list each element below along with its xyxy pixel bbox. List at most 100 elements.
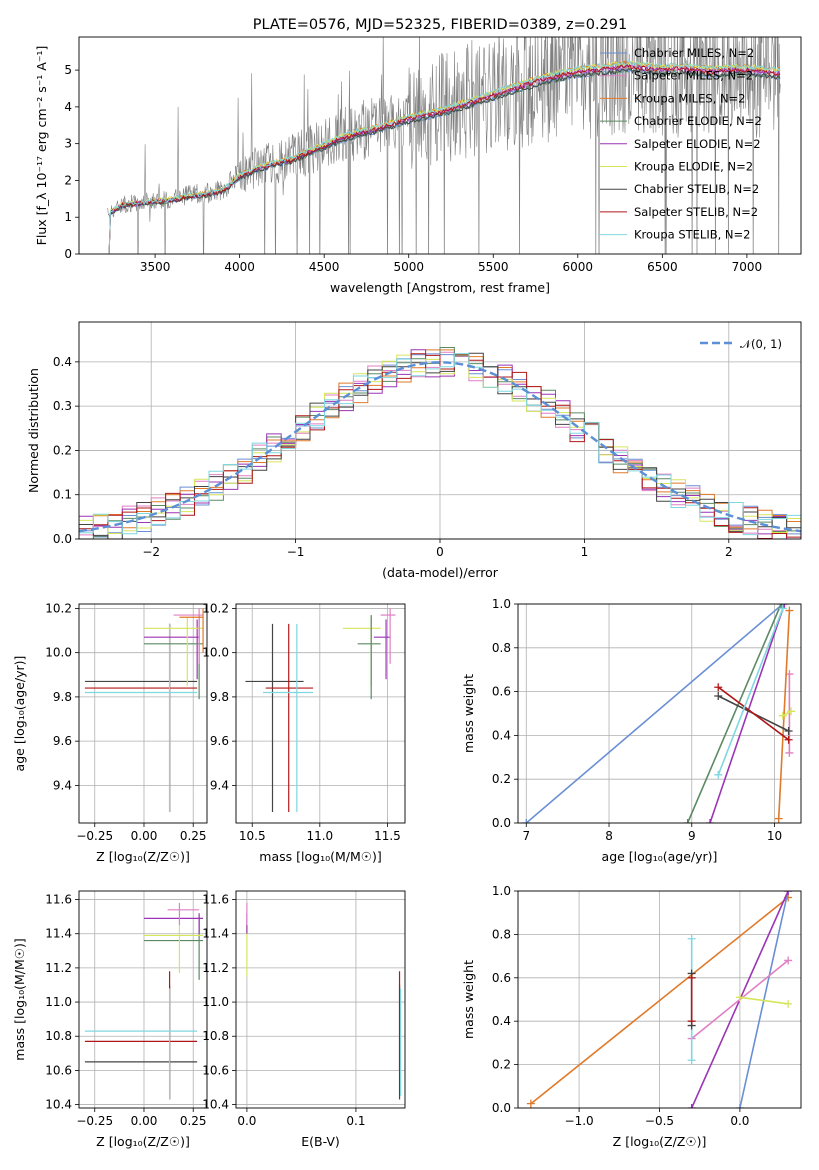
x-tick-label: 0.00 (131, 829, 158, 843)
x-tick-label: 10.5 (239, 829, 266, 843)
y-tick-label: 0.0 (492, 1101, 511, 1115)
axes-frame (517, 603, 802, 824)
y-tick-label: 0.8 (492, 641, 511, 655)
y-tick-label: 5 (64, 63, 72, 77)
x-axis-label: mass [log₁₀(M/M☉)] (259, 849, 381, 864)
weight-marker-chabrier_elodie (777, 604, 786, 608)
legend-entry: Salpeter ELODIE, N=2 (634, 137, 761, 151)
x-axis-label: E(B-V) (301, 1134, 340, 1149)
mass-vs-ebv-panel: 0.0 0.1 10.4 10.6 10.8 11.0 11.2 11.4 11.6 E(B-V) (202, 890, 406, 1149)
weight-marker-kroupa_elodie (735, 993, 744, 1002)
weight-marker-kroupa_elodie (784, 999, 793, 1008)
y-tick-label: 0.2 (492, 772, 511, 786)
y-tick-label: 11.4 (45, 927, 72, 941)
legend-entry: Chabrier MILES, N=2 (634, 46, 754, 60)
x-tick-label: 4500 (309, 260, 340, 274)
y-tick-label: 0.2 (53, 443, 72, 457)
y-axis-label: mass weight (461, 674, 476, 753)
weight-marker-chabrier_miles (522, 819, 531, 823)
weight-marker-salpeter_miles (784, 956, 793, 965)
model-line-kroupa_stelib (107, 60, 781, 254)
spectrum-panel: 3500 4000 4500 5000 5500 6000 6500 7000 0 1 2 3 4 5 wa… (34, 36, 802, 295)
weight-line-chabrier_miles (525, 604, 784, 823)
x-axis-label: (data-model)/error (382, 565, 499, 580)
y-tick-label: 10.8 (45, 1029, 72, 1043)
y-tick-label: 9.8 (53, 690, 72, 704)
y-tick-label: 0.4 (492, 728, 511, 742)
y-tick-label: 1.0 (492, 884, 511, 898)
y-tick-label: 0.8 (492, 927, 511, 941)
legend-entry: Kroupa MILES, N=2 (634, 91, 746, 105)
y-axis-label: Normed distribution (26, 368, 41, 493)
y-tick-label: 0.6 (492, 685, 511, 699)
legend-entry: Kroupa STELIB, N=2 (634, 228, 751, 242)
y-tick-label: 10.4 (202, 1098, 229, 1112)
y-tick-label: 11.2 (202, 961, 229, 975)
x-tick-label: 11.5 (374, 829, 401, 843)
x-tick-label: 6000 (563, 260, 594, 274)
weight-marker-chabrier_miles (735, 1104, 744, 1108)
axes-frame (235, 603, 406, 824)
x-tick-label: −1.0 (565, 1114, 594, 1128)
y-tick-label: 11.0 (45, 995, 72, 1009)
y-tick-label: 0.3 (53, 399, 72, 413)
y-tick-label: 11.4 (202, 927, 229, 941)
weight-marker-salpeter_elodie (784, 891, 793, 895)
x-tick-label: 0.0 (730, 1114, 749, 1128)
y-tick-label: 0.0 (492, 816, 511, 830)
y-tick-label: 0.0 (53, 532, 72, 546)
y-tick-label: 10.0 (45, 646, 72, 660)
model-line-chabrier_stelib (107, 68, 781, 254)
y-tick-label: 10.6 (45, 1063, 72, 1077)
x-tick-label: −0.25 (76, 1114, 113, 1128)
y-tick-label: 0.6 (492, 971, 511, 985)
y-tick-label: 10.0 (202, 646, 229, 660)
errorbars (84, 902, 204, 1100)
x-tick-label: 6500 (647, 260, 678, 274)
x-tick-label: 8 (605, 829, 613, 843)
histogram-kroupa_stelib (79, 353, 801, 539)
x-axis-label: wavelength [Angstrom, rest frame] (330, 280, 550, 295)
x-tick-label: 0.0 (237, 1114, 256, 1128)
x-tick-label: 0.25 (180, 1114, 207, 1128)
axes-frame (517, 890, 802, 1109)
axes-frame (78, 321, 802, 540)
x-tick-label: 2 (725, 545, 733, 559)
weight-marker-kroupa_miles (785, 606, 794, 615)
x-tick-label: 7000 (732, 260, 763, 274)
weight-line-kroupa_elodie (739, 996, 789, 1005)
x-tick-label: −2 (142, 545, 160, 559)
legend-entry: Kroupa ELODIE, N=2 (634, 160, 753, 174)
weight-marker-salpeter_elodie (687, 1104, 696, 1108)
weight-marker-kroupa_stelib (778, 604, 787, 613)
x-tick-label: −0.25 (76, 829, 113, 843)
x-axis-label: Z [log₁₀(Z/Z☉)] (613, 1134, 707, 1149)
weight-marker-salpeter_miles (785, 748, 794, 757)
spectrum-lines (107, 37, 781, 254)
y-tick-label: 0.1 (53, 488, 72, 502)
legend-entry: 𝒩(0, 1) (740, 337, 782, 351)
weight-line-salpeter_elodie (709, 604, 786, 823)
weight-marker-salpeter_stelib (714, 683, 723, 692)
weight-marker-kroupa_miles (526, 1099, 535, 1108)
x-tick-label: 10 (767, 829, 782, 843)
x-tick-label: 5000 (393, 260, 424, 274)
weight-marker-kroupa_stelib (714, 770, 723, 779)
y-tick-label: 3 (64, 137, 72, 151)
x-tick-label: 1 (581, 545, 589, 559)
y-tick-label: 1 (64, 210, 72, 224)
x-tick-label: −1 (287, 545, 305, 559)
legend-entry: Chabrier STELIB, N=2 (634, 182, 759, 196)
histogram-salpeter_stelib (79, 353, 801, 539)
y-axis-label: mass weight (461, 960, 476, 1039)
histogram-lines (79, 347, 801, 539)
axes-frame (78, 890, 208, 1109)
weight-marker-kroupa_stelib (687, 1056, 696, 1065)
weight-lines (526, 891, 793, 1108)
errorbars (246, 902, 402, 1100)
x-tick-label: −0.5 (645, 1114, 674, 1128)
weight-lines (522, 604, 796, 823)
y-axis-label: Flux [f_λ 10⁻¹⁷ erg cm⁻² s⁻¹ A⁻¹] (34, 46, 49, 246)
x-tick-label: 0.00 (131, 1114, 158, 1128)
